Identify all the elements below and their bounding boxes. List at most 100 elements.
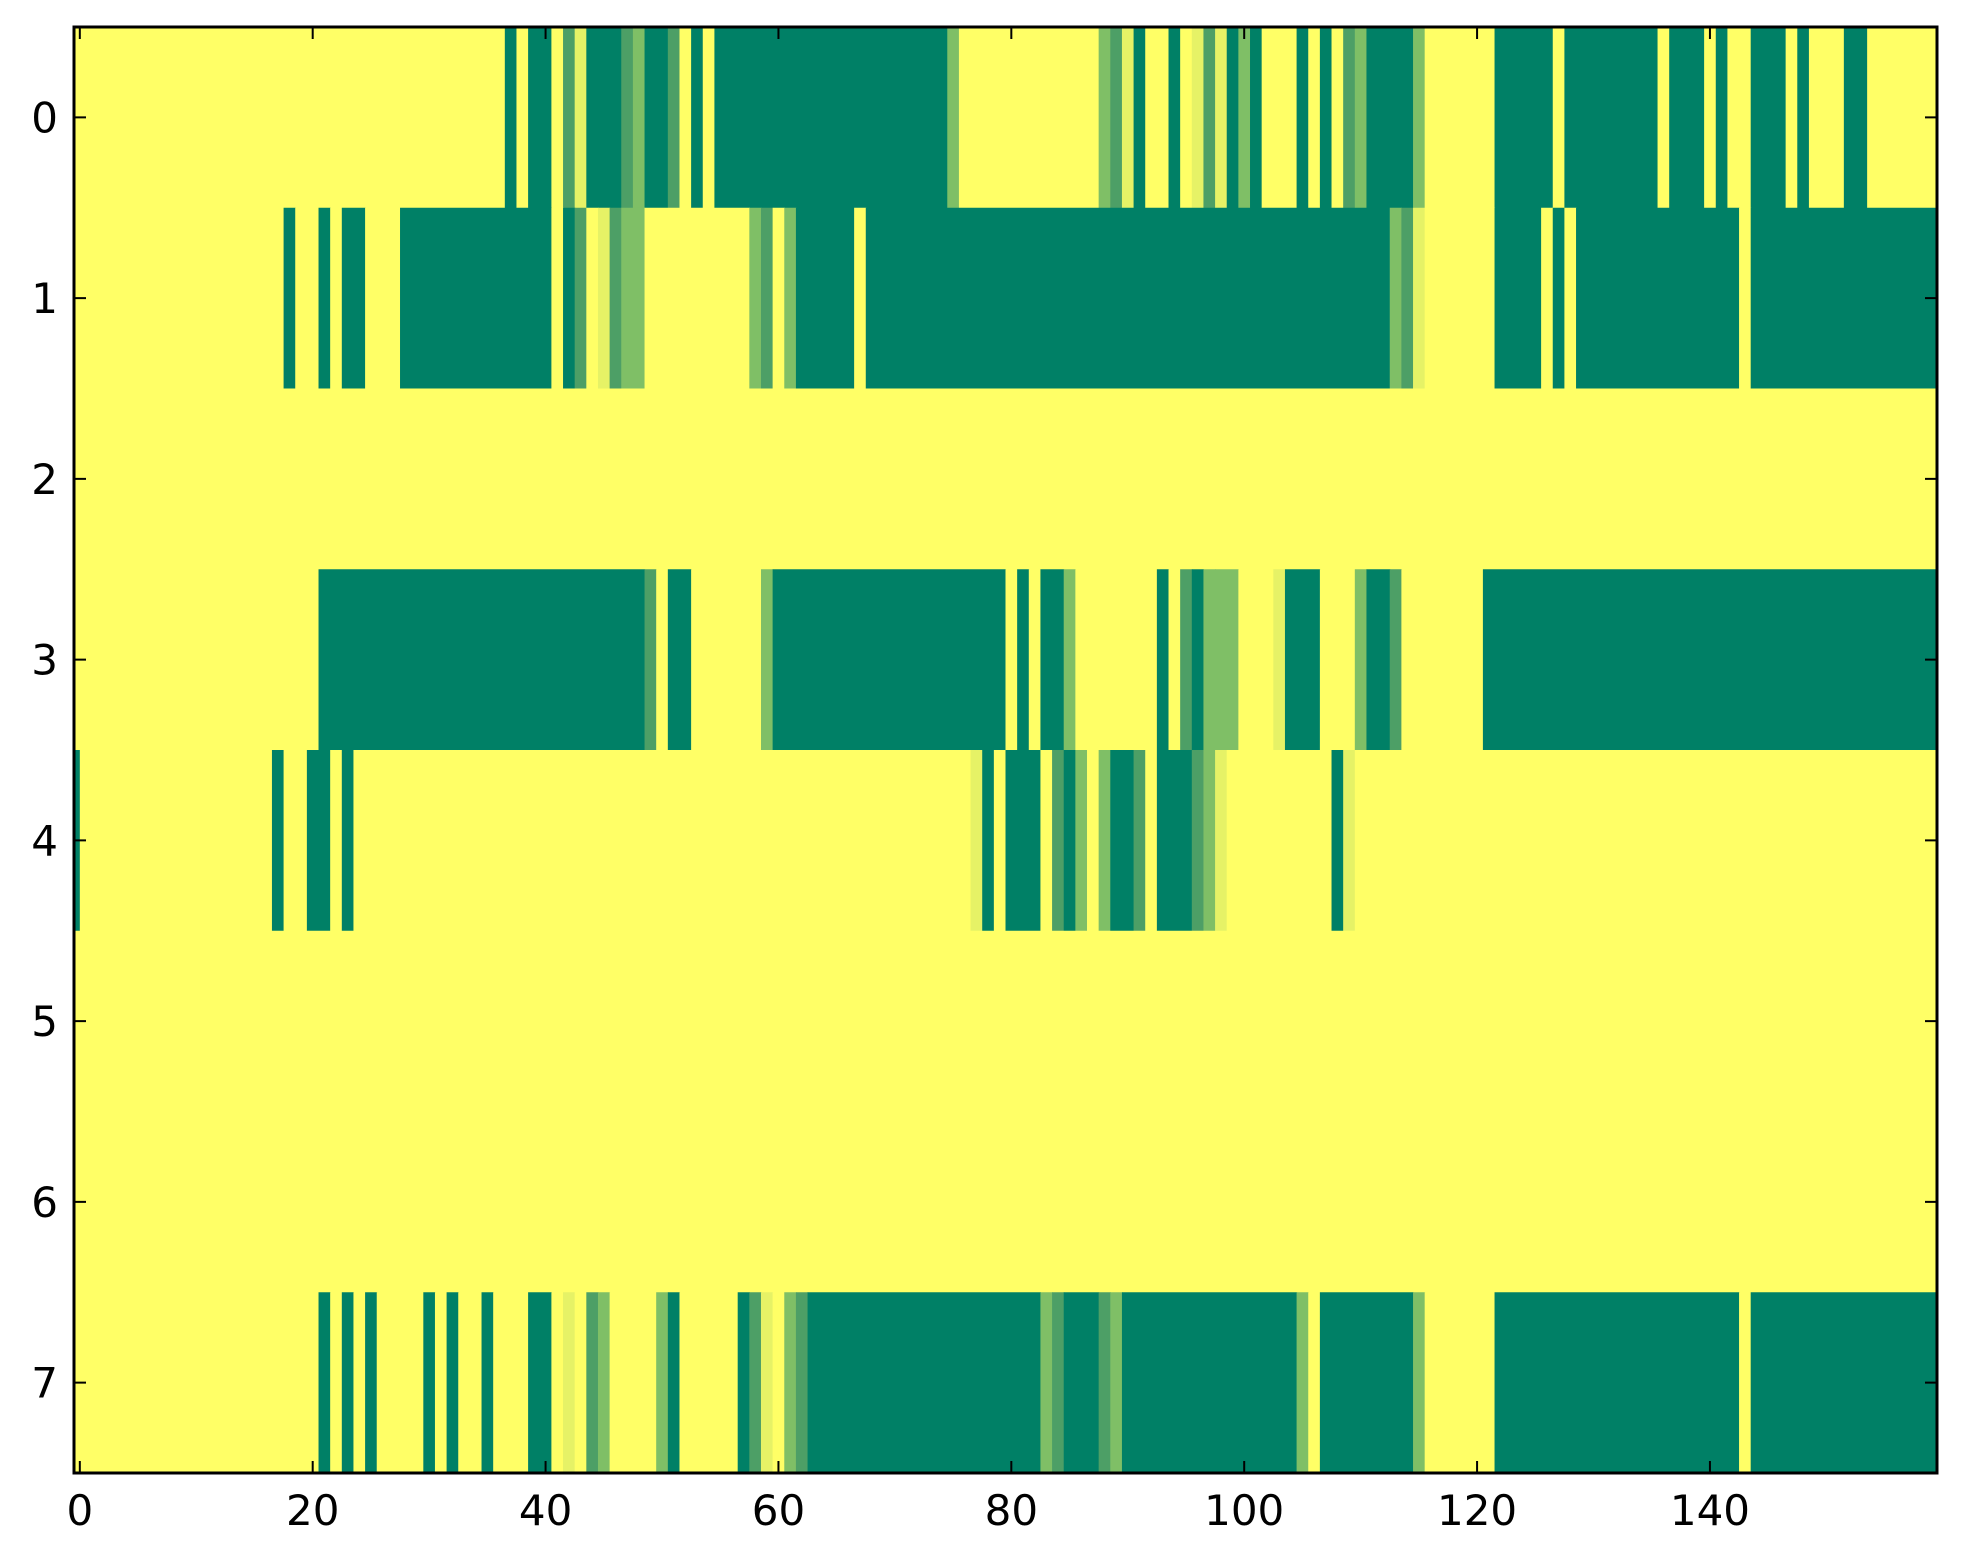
heatmap-cell <box>1040 750 1053 932</box>
heatmap-cell <box>1750 27 1787 209</box>
heatmap-cell <box>1226 750 1333 932</box>
x-tick-label: 0 <box>66 1486 93 1535</box>
heatmap-cell <box>551 27 564 209</box>
heatmap-cell <box>563 207 576 390</box>
heatmap-cell <box>1098 27 1111 209</box>
y-tick-label: 5 <box>31 997 58 1046</box>
heatmap-cell <box>1238 27 1251 209</box>
heatmap-cell <box>318 569 646 751</box>
y-tick-label: 3 <box>31 636 58 685</box>
heatmap-cell <box>376 1292 424 1474</box>
x-tick-label: 140 <box>1670 1486 1750 1535</box>
heatmap-cell <box>74 207 285 390</box>
heatmap-cell <box>1052 750 1065 932</box>
heatmap-cell <box>1494 1292 1740 1474</box>
heatmap-cell <box>644 27 669 209</box>
heatmap-cell <box>749 207 762 390</box>
heatmap-cell <box>283 750 308 932</box>
heatmap-cell <box>982 750 995 932</box>
heatmap-cell <box>1552 207 1565 390</box>
heatmap-cell <box>760 1292 774 1474</box>
x-tick-label: 20 <box>286 1486 339 1535</box>
heatmap-cell <box>1401 569 1484 751</box>
heatmap-cell <box>341 1292 355 1474</box>
heatmap-cell <box>1704 27 1717 209</box>
heatmap-cell <box>446 1292 459 1474</box>
heatmap-cell <box>1180 27 1193 209</box>
heatmap-cell <box>1203 750 1216 932</box>
y-tick-label: 6 <box>31 1178 58 1227</box>
heatmap-cell <box>434 1292 448 1474</box>
heatmap-cell <box>679 1292 739 1474</box>
heatmap-cell <box>1203 569 1216 751</box>
heatmap-cell <box>1401 207 1414 390</box>
heatmap-cell <box>1098 750 1111 932</box>
heatmap-cell <box>667 569 692 751</box>
heatmap-cell <box>1413 27 1426 209</box>
heatmap-cell <box>1180 569 1193 751</box>
heatmap-cell <box>749 1292 762 1474</box>
heatmap-cell <box>1343 27 1356 209</box>
y-tick-label: 7 <box>31 1359 58 1408</box>
heatmap-cell <box>1063 569 1076 751</box>
heatmap-cell <box>1226 27 1239 209</box>
heatmap-cell <box>1354 750 1938 932</box>
heatmap-cell <box>458 1292 483 1474</box>
heatmap-cell <box>1063 1292 1100 1474</box>
y-tick-label: 4 <box>31 816 58 865</box>
heatmap-cell <box>74 1292 320 1474</box>
heatmap-cell <box>353 750 972 932</box>
heatmap-cell <box>621 207 646 390</box>
heatmap-cell <box>318 1292 331 1474</box>
heatmap-cell <box>1121 1292 1298 1474</box>
heatmap-cell <box>609 1292 657 1474</box>
heatmap-cell <box>1354 27 1368 209</box>
heatmap-cell <box>1296 27 1309 209</box>
heatmap-cell <box>784 207 797 390</box>
heatmap-cell <box>1750 1292 1938 1474</box>
heatmap-cell <box>760 569 774 751</box>
heatmap-cell <box>597 1292 611 1474</box>
heatmap-cell <box>1121 27 1135 209</box>
heatmap-cell <box>330 1292 343 1474</box>
heatmap-cell <box>1028 569 1042 751</box>
heatmap-cell <box>1168 27 1181 209</box>
heatmap-cell <box>667 1292 681 1474</box>
heatmap-cell <box>621 27 634 209</box>
heatmap-cell <box>679 27 692 209</box>
heatmap-cell <box>1005 569 1018 751</box>
heatmap-cell <box>1110 27 1123 209</box>
heatmap-cell <box>1424 1292 1496 1474</box>
heatmap-cell <box>400 207 552 390</box>
heatmap-cell <box>609 207 622 390</box>
heatmap-cell <box>1075 750 1088 932</box>
heatmap-cell <box>1808 27 1845 209</box>
heatmap-cell <box>563 27 576 209</box>
heatmap-cell <box>958 27 1100 209</box>
heatmap-cell <box>1727 27 1752 209</box>
heatmap-cell <box>1366 569 1391 751</box>
heatmap-cell <box>1750 207 1938 390</box>
heatmap-cell <box>1238 569 1274 751</box>
heatmap-cell <box>1413 207 1426 390</box>
heatmap-cell <box>1145 27 1170 209</box>
heatmap-cell <box>597 207 611 390</box>
heatmap-cell <box>1110 750 1135 932</box>
heatmap-cell <box>644 569 657 751</box>
heatmap-cell <box>1075 569 1158 751</box>
heatmap-cell <box>1669 27 1705 209</box>
heatmap-cell <box>1785 27 1798 209</box>
heatmap-cell <box>760 207 774 390</box>
heatmap-cell <box>1482 569 1938 751</box>
heatmap-cell <box>1366 27 1414 209</box>
heatmap-cell <box>795 207 855 390</box>
heatmap-cell <box>1564 27 1659 209</box>
heatmap-cell <box>691 569 762 751</box>
heatmap-cell <box>283 207 296 390</box>
heatmap-cell <box>1168 569 1181 751</box>
y-tick-labels: 0 1 2 3 4 5 6 7 <box>31 93 58 1407</box>
heatmap-cell <box>1040 569 1065 751</box>
heatmap-cell <box>1331 27 1344 209</box>
heatmap-cell <box>365 1292 378 1474</box>
tick-marks <box>74 27 1937 1473</box>
